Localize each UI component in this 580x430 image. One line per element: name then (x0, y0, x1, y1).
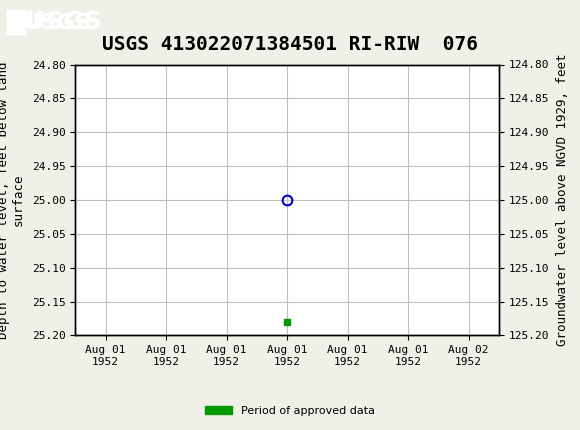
Text: █USGS: █USGS (6, 10, 102, 35)
Legend: Period of approved data: Period of approved data (200, 401, 380, 420)
Text: ≋USGS: ≋USGS (5, 12, 92, 33)
Y-axis label: Depth to water level, feet below land
surface: Depth to water level, feet below land su… (0, 61, 25, 339)
Y-axis label: Groundwater level above NGVD 1929, feet: Groundwater level above NGVD 1929, feet (556, 54, 569, 346)
Text: USGS 413022071384501 RI-RIW  076: USGS 413022071384501 RI-RIW 076 (102, 35, 478, 54)
